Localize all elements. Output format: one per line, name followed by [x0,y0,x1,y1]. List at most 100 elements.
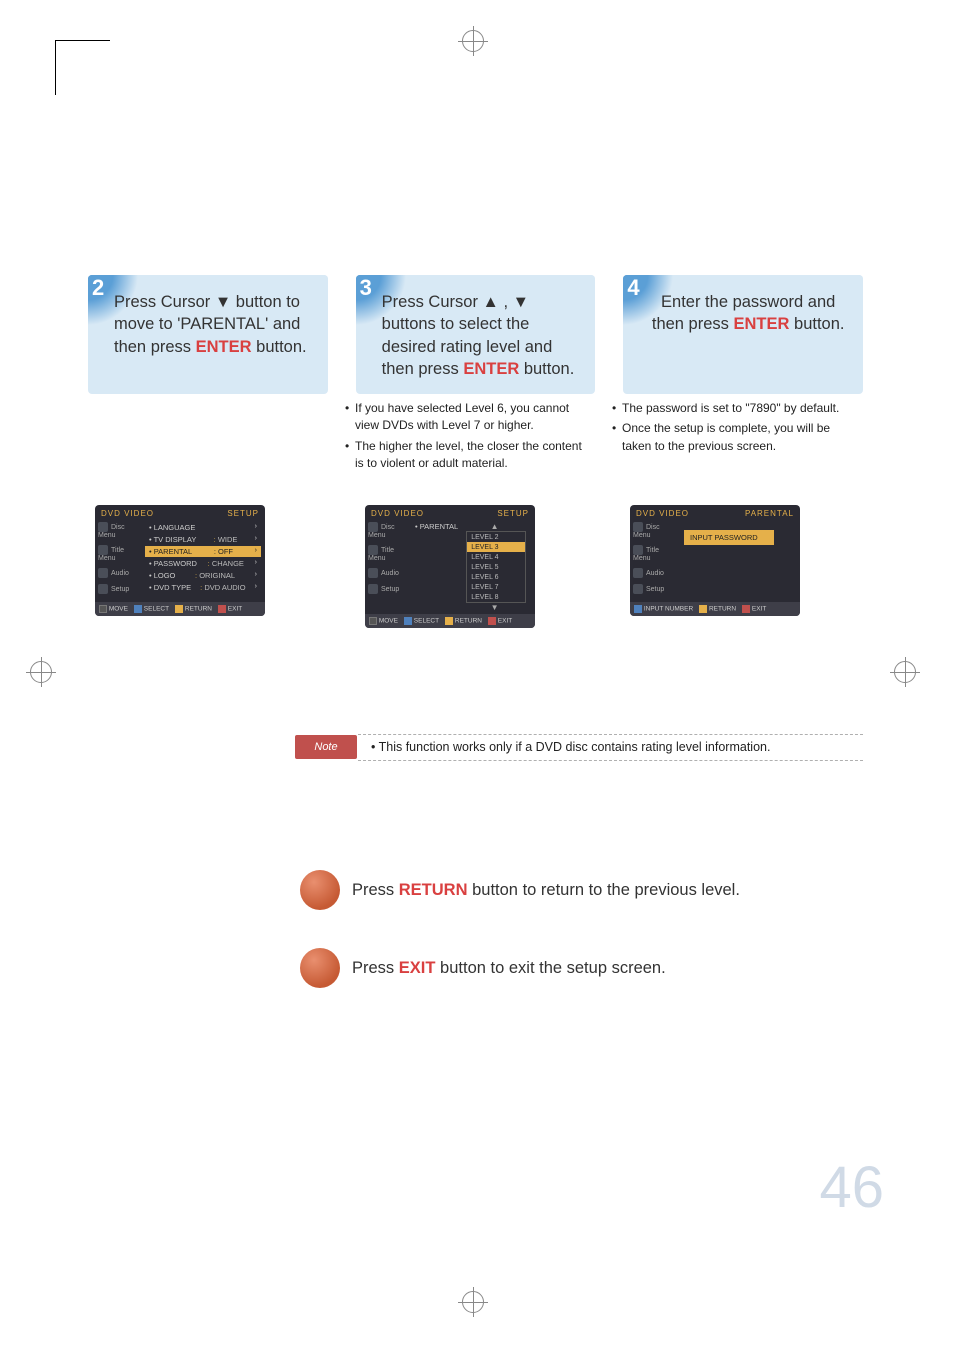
osd-row-label: LOGO [154,571,176,580]
osd-level-list: LEVEL 2 LEVEL 3 LEVEL 4 LEVEL 5 LEVEL 6 … [466,531,526,603]
enter-label: ENTER [463,360,519,378]
bullet-item: Once the setup is complete, you will be … [612,420,860,455]
crop-mark-left [30,661,60,691]
osd-row-val: ORIGINAL [199,571,235,580]
osd-side-item: Setup [111,586,129,593]
osd-footer: INPUT NUMBER RETURN EXIT [630,602,800,616]
osd-password-input: DVD VIDEO PARENTAL Disc Menu Title Menu … [630,505,800,616]
crop-mark-bottom [462,1291,492,1321]
osd-main: • PARENTAL ▲ LEVEL 2 LEVEL 3 LEVEL 4 LEV… [413,520,535,614]
osd-parental-levels: DVD VIDEO SETUP Disc Menu Title Menu Aud… [365,505,535,628]
osd-footer: MOVE SELECT RETURN EXIT [365,614,535,628]
crop-mark-top [462,30,492,60]
osd-row-val: WIDE [218,535,238,544]
osd-row-label: TV DISPLAY [154,535,197,544]
ret-red: RETURN [399,881,468,899]
osd-row-label: LANGUAGE [154,523,196,532]
note-band: Note • This function works only if a DVD… [295,735,865,759]
step-box-4: 4 Enter the password and then press ENTE… [623,275,863,394]
enter-label: ENTER [734,315,790,333]
osd-row-val: OFF [218,547,233,556]
step4-notes: The password is set to "7890" by default… [612,400,860,458]
osd-row-val: DVD AUDIO [204,583,245,592]
osd-side-item: Setup [381,586,399,593]
crop-mark-right [894,661,924,691]
level-item: LEVEL 6 [467,572,525,582]
osd-title-left: DVD VIDEO [101,509,154,518]
level-item: LEVEL 7 [467,582,525,592]
osd-row-label: DVD TYPE [154,583,191,592]
ret-pre: Press [352,959,399,977]
osd-title-right: SETUP [497,509,529,518]
footer-label: EXIT [752,606,766,613]
step-number: 3 [360,275,372,301]
osd-sidebar: Disc Menu Title Menu Audio Setup [630,520,678,602]
osd-row-label: PASSWORD [154,559,197,568]
osd-title-left: DVD VIDEO [636,509,689,518]
steps-row: 2 Press Cursor ▼ button to move to 'PARE… [88,275,863,394]
level-item: LEVEL 2 [467,532,525,542]
osd-parental-label: PARENTAL [420,522,458,531]
arrow-up-icon: ▲ [458,522,531,531]
footer-label: EXIT [498,618,512,625]
osd-side-item: Audio [381,570,399,577]
osd-side-item: Audio [646,570,664,577]
footer-label: SELECT [144,606,169,613]
osd-title-left: DVD VIDEO [371,509,424,518]
osd-footer: MOVE SELECT RETURN EXIT [95,602,265,616]
note-text: • This function works only if a DVD disc… [357,740,770,754]
footer-label: MOVE [109,606,128,613]
osd-main: INPUT PASSWORD [678,520,800,602]
osd-title-right: PARENTAL [745,509,794,518]
enter-label: ENTER [196,338,252,356]
osd-row-val: CHANGE [212,559,244,568]
step-text: Press Cursor ▼ button to move to 'PARENT… [110,291,316,358]
corner-mark [55,40,110,95]
osd-sidebar: Disc Menu Title Menu Audio Setup [95,520,143,602]
arrow-down-icon: ▼ [458,603,531,612]
level-item: LEVEL 5 [467,562,525,572]
return-rows: Press RETURN button to return to the pre… [300,870,860,1026]
return-button-icon [300,870,340,910]
step-number: 4 [627,275,639,301]
footer-label: RETURN [455,618,482,625]
exit-button-icon [300,948,340,988]
footer-label: EXIT [228,606,242,613]
osd-main: • LANGUAGE› • TV DISPLAY: WIDE› • PARENT… [143,520,265,602]
step-text-b: button. [256,338,306,356]
bullet-item: If you have selected Level 6, you cannot… [345,400,583,435]
level-item: LEVEL 3 [467,542,525,552]
step-box-3: 3 Press Cursor ▲ , ▼ buttons to select t… [356,275,596,394]
level-item: LEVEL 8 [467,592,525,602]
footer-label: SELECT [414,618,439,625]
return-row: Press RETURN button to return to the pre… [300,870,860,910]
osd-input-password: INPUT PASSWORD [684,530,774,545]
step-box-2: 2 Press Cursor ▼ button to move to 'PARE… [88,275,328,394]
step-text-b: button. [794,315,844,333]
footer-label: MOVE [379,618,398,625]
footer-label: RETURN [709,606,736,613]
level-item: LEVEL 4 [467,552,525,562]
bullet-item: The password is set to "7890" by default… [612,400,860,417]
note-pill: Note [295,735,357,759]
step-text: Enter the password and then press ENTER … [645,291,851,336]
step3-notes: If you have selected Level 6, you cannot… [345,400,583,476]
step-text-b: button. [524,360,574,378]
osd-side-item: Setup [646,586,664,593]
footer-label: INPUT NUMBER [644,606,693,613]
osd-side-item: Audio [111,570,129,577]
ret-post: button to return to the previous level. [472,881,740,899]
exit-row: Press EXIT button to exit the setup scre… [300,948,860,988]
osd-setup-menu: DVD VIDEO SETUP Disc Menu Title Menu Aud… [95,505,265,616]
exit-text: Press EXIT button to exit the setup scre… [352,959,666,978]
ret-red: EXIT [399,959,436,977]
bullet-item: The higher the level, the closer the con… [345,438,583,473]
step-number: 2 [92,275,104,301]
step-text: Press Cursor ▲ , ▼ buttons to select the… [378,291,584,380]
return-text: Press RETURN button to return to the pre… [352,881,740,900]
ret-pre: Press [352,881,399,899]
osd-title-right: SETUP [227,509,259,518]
osd-row-label: PARENTAL [154,547,192,556]
ret-post: button to exit the setup screen. [440,959,666,977]
osd-sidebar: Disc Menu Title Menu Audio Setup [365,520,413,614]
